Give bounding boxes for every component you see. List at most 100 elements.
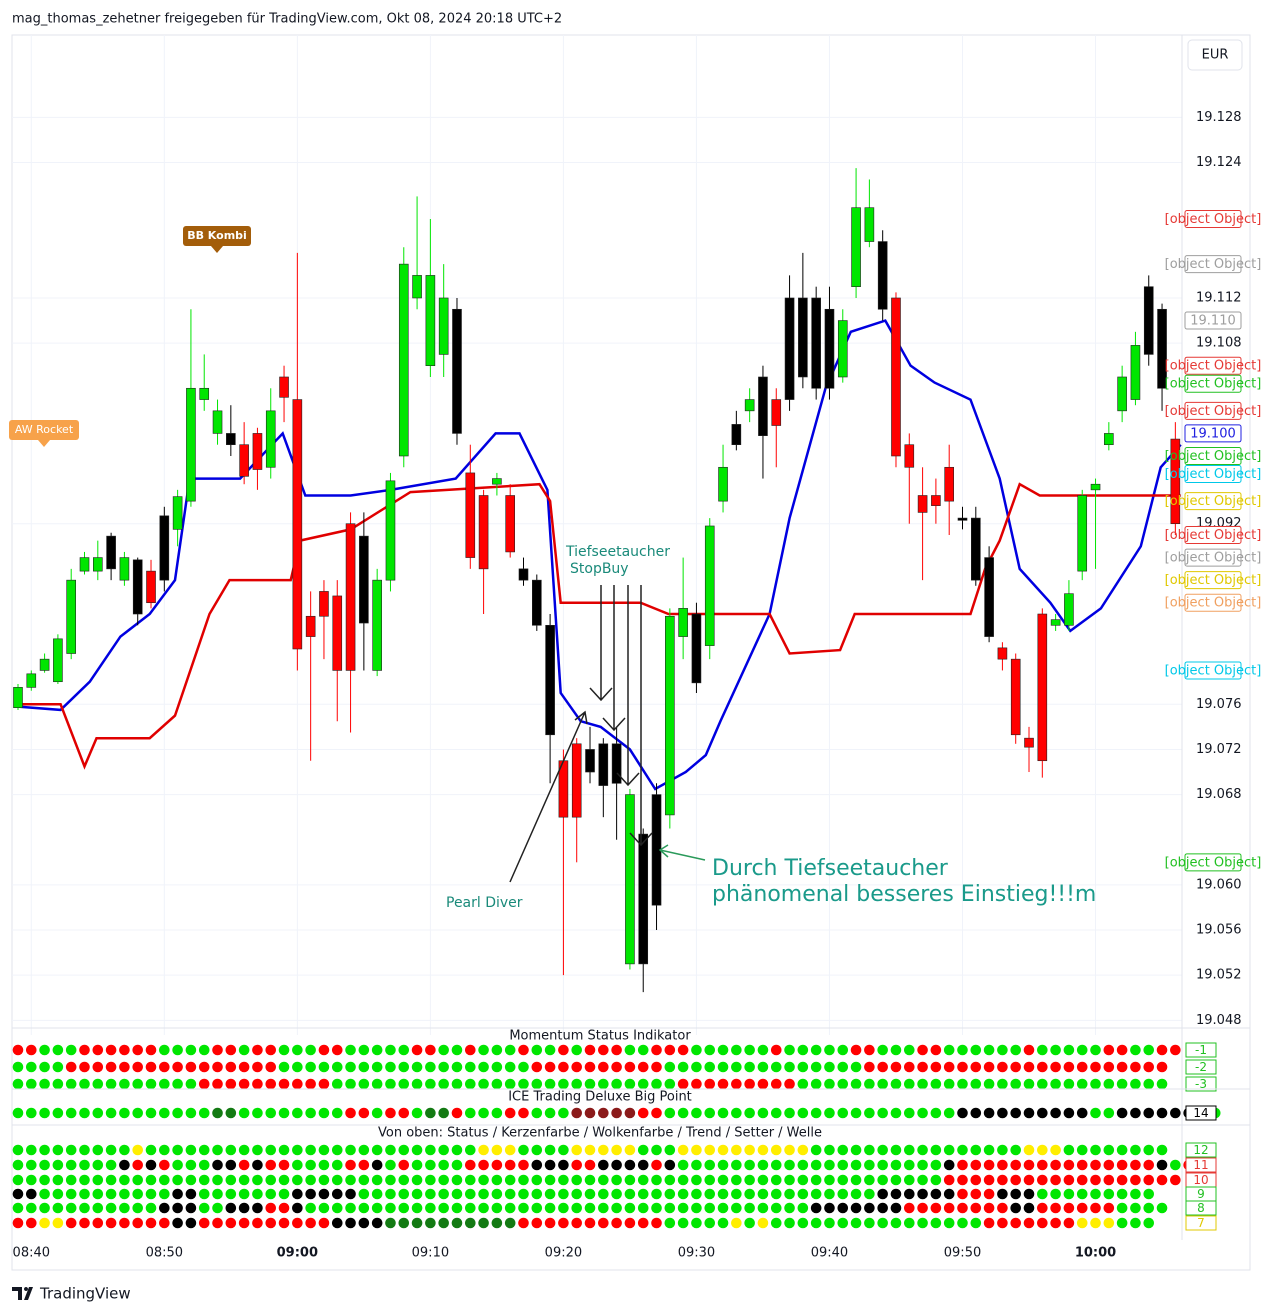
- indicator-dot: [691, 1044, 702, 1056]
- pearl-diver-label: Pearl Diver: [446, 895, 523, 911]
- row-label-box: [1185, 1215, 1217, 1231]
- indicator-dot: [464, 1188, 476, 1200]
- candle-body: [971, 517, 981, 581]
- price-tag: [1184, 311, 1242, 330]
- currency-button[interactable]: [1187, 39, 1243, 71]
- indicator-dot: [105, 1078, 117, 1090]
- currency[interactable]: EUR: [1202, 48, 1229, 63]
- indicator-dot: [132, 1044, 144, 1056]
- indicator-dot: [983, 1174, 995, 1186]
- indicator-dot: [558, 1188, 569, 1200]
- candle-body: [279, 376, 289, 398]
- indicator-dot: [1156, 1044, 1168, 1056]
- price-tag-label: [object Object]: [1165, 212, 1262, 227]
- indicator-dot: [172, 1174, 183, 1186]
- row-label-box: [1185, 1042, 1217, 1058]
- candle-body: [851, 207, 861, 287]
- indicator-dot: [704, 1202, 716, 1214]
- indicator-dot: [611, 1144, 622, 1156]
- row-label: -2: [1195, 1060, 1207, 1074]
- indicator-dot: [864, 1202, 875, 1214]
- indicator-dot: [185, 1188, 197, 1200]
- indicator-dot: [145, 1188, 157, 1200]
- indicator-dot: [1090, 1061, 1101, 1073]
- indicator-dot: [451, 1044, 463, 1056]
- indicator-dot: [159, 1061, 170, 1073]
- price-tag: [1184, 424, 1242, 443]
- indicator-dot: [438, 1044, 449, 1056]
- indicator-dot: [824, 1202, 835, 1214]
- indicator-dot: [1023, 1061, 1035, 1073]
- indicator-dot: [757, 1107, 769, 1119]
- indicator-dot: [877, 1078, 888, 1090]
- indicator-dot: [558, 1174, 569, 1186]
- indicator-dot: [12, 1174, 24, 1186]
- indicator-dot: [425, 1202, 436, 1214]
- y-tick-label: 19.124: [1196, 155, 1242, 170]
- indicator-dot: [398, 1078, 410, 1090]
- price-tag: [1184, 374, 1242, 393]
- indicator-dot: [92, 1078, 104, 1090]
- indicator-dot: [385, 1144, 396, 1156]
- indicator-dot: [531, 1144, 543, 1156]
- indicator-dot: [451, 1107, 463, 1119]
- row-label-box: [1185, 1200, 1217, 1216]
- indicator-dot: [79, 1217, 90, 1229]
- indicator-dot: [12, 1202, 24, 1214]
- indicator-dot: [983, 1188, 995, 1200]
- price-tag: [1184, 356, 1242, 375]
- indicator-dot: [491, 1202, 503, 1214]
- indicator-dot: [757, 1078, 769, 1090]
- indicator-dot: [198, 1202, 210, 1214]
- indicator-dot: [305, 1078, 316, 1090]
- price-tag-label: 19.100: [1190, 426, 1236, 441]
- y-tick-label: 19.060: [1196, 877, 1242, 892]
- indicator-dot: [225, 1078, 237, 1090]
- indicator-dot: [770, 1188, 782, 1200]
- indicator-dot: [12, 1078, 24, 1090]
- indicator-dot: [664, 1188, 676, 1200]
- indicator-dot: [757, 1159, 769, 1171]
- indicator-dot: [398, 1144, 410, 1156]
- indicator-dot: [957, 1044, 968, 1056]
- indicator-dot: [810, 1144, 822, 1156]
- indicator-dot: [544, 1159, 556, 1171]
- row-label: 12: [1193, 1143, 1208, 1157]
- indicator-dot: [651, 1217, 662, 1229]
- indicator-dot: [1063, 1217, 1075, 1229]
- indicator-dot: [119, 1159, 130, 1171]
- indicator-dot: [571, 1188, 583, 1200]
- indicator-dot: [1156, 1174, 1168, 1186]
- indicator-dot: [105, 1188, 117, 1200]
- indicator-dot: [731, 1159, 742, 1171]
- indicator-dot: [39, 1188, 50, 1200]
- indicator-dot: [1130, 1188, 1141, 1200]
- indicator-dot: [757, 1044, 769, 1056]
- candle-body: [731, 424, 742, 446]
- indicator-dot: [65, 1044, 77, 1056]
- indicator-dot: [105, 1159, 117, 1171]
- indicator-dot: [1037, 1044, 1048, 1056]
- indicator-dot: [52, 1202, 64, 1214]
- indicator-dot: [25, 1174, 37, 1186]
- price-tag-label: [object Object]: [1165, 377, 1262, 392]
- indicator-dot: [345, 1159, 356, 1171]
- indicator-dot: [145, 1174, 157, 1186]
- indicator-dot: [385, 1217, 396, 1229]
- indicator-dot: [757, 1144, 769, 1156]
- indicator-dot: [145, 1044, 157, 1056]
- indicator-dot: [1103, 1144, 1115, 1156]
- candle-body: [239, 444, 249, 477]
- indicator-dot: [571, 1202, 583, 1214]
- indicator-dot: [664, 1078, 676, 1090]
- candle-body: [465, 472, 476, 558]
- indicator-dot: [212, 1061, 223, 1073]
- indicator-dot: [784, 1144, 795, 1156]
- indicator-dot: [877, 1044, 888, 1056]
- row-label-box: [1185, 1059, 1217, 1075]
- candle-body: [106, 535, 116, 570]
- indicator-dot: [145, 1202, 157, 1214]
- indicator-dot: [491, 1078, 503, 1090]
- indicator-dot: [744, 1107, 755, 1119]
